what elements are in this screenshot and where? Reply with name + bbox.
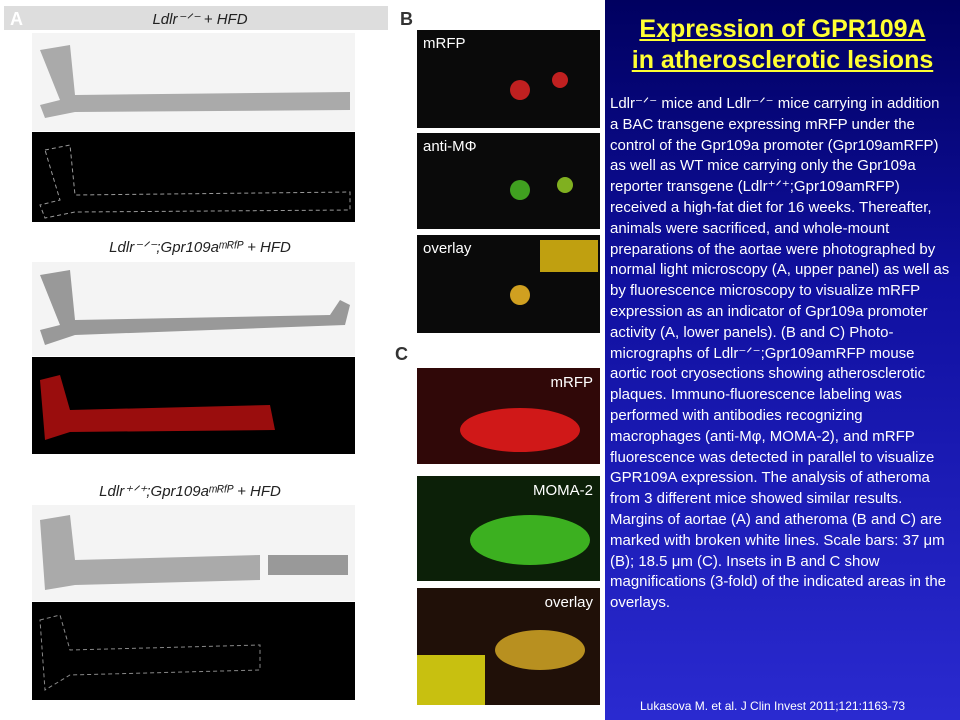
image-label: mRFP xyxy=(551,374,594,391)
title-line: in atherosclerotic lesions xyxy=(631,46,934,74)
caption: Ldlr⁻ᐟ⁻;Gpr109aᵐᴿᶠᴾ + HFD xyxy=(109,239,291,256)
image-label: mRFP xyxy=(423,35,466,52)
header-bar xyxy=(4,6,388,30)
caption: Ldlr⁻ᐟ⁻ + HFD xyxy=(152,11,247,28)
panel-c-images xyxy=(417,368,600,705)
title-line: Expression of GPR109A xyxy=(639,15,926,43)
panel-label: C xyxy=(395,344,408,364)
figure: A B C Ldlr⁻ᐟ⁻ + HFD Ldlr⁻ᐟ⁻;Gpr109aᵐᴿᶠᴾ … xyxy=(0,0,605,720)
image-label: overlay xyxy=(545,594,594,611)
panel-b-images xyxy=(417,30,600,333)
image-label: anti-MΦ xyxy=(423,138,477,155)
image-label: overlay xyxy=(423,240,472,257)
panel-a-images xyxy=(32,33,355,700)
panel-label: A xyxy=(10,9,23,29)
image-label: MOMA-2 xyxy=(533,482,593,499)
citation: Lukasova M. et al. J Clin Invest 2011;12… xyxy=(640,699,906,713)
caption: Ldlr⁺ᐟ⁺;Gpr109aᵐᴿᶠᴾ + HFD xyxy=(99,483,281,500)
body-text: Ldlr⁻ᐟ⁻ mice and Ldlr⁻ᐟ⁻ mice carrying i… xyxy=(610,95,950,612)
slide-title: Expression of GPR109A in atherosclerotic … xyxy=(610,14,955,76)
panel-label: B xyxy=(400,9,413,29)
